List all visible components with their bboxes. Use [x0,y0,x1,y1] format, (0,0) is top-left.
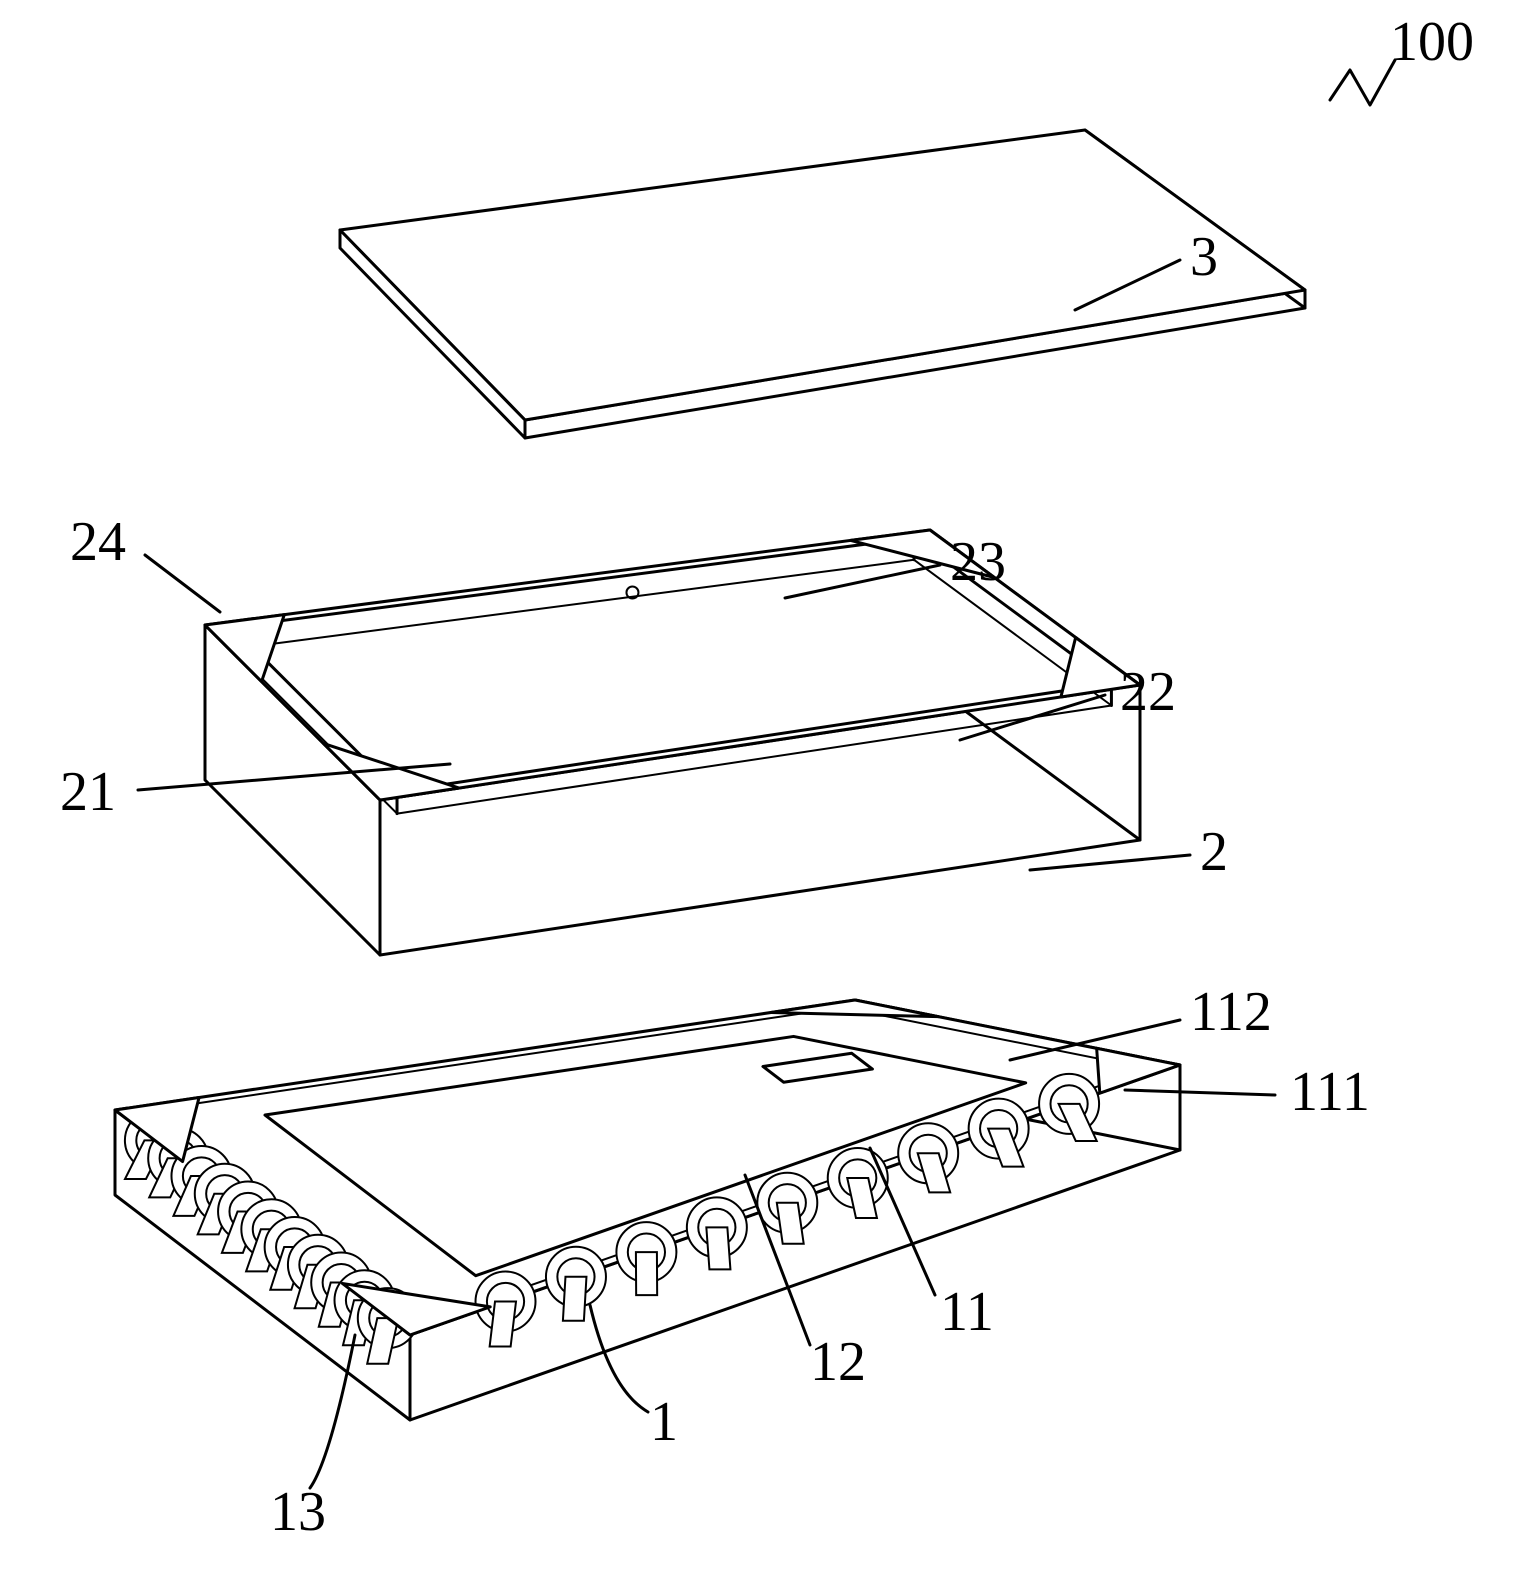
label-ref-112: 112 [1190,981,1272,1043]
label-ref-111: 111 [1290,1061,1370,1123]
label-ref-1: 1 [650,1391,678,1453]
label-ref-21: 21 [60,761,116,823]
label-ref-13: 13 [270,1481,326,1543]
label-ref-2: 2 [1200,821,1228,883]
label-ref-100: 100 [1390,11,1474,73]
label-ref-24: 24 [70,511,126,573]
label-ref-11: 11 [940,1281,994,1343]
label-ref-22: 22 [1120,661,1176,723]
label-ref-12: 12 [810,1331,866,1393]
label-ref-3: 3 [1190,226,1218,288]
label-ref-23: 23 [950,531,1006,593]
